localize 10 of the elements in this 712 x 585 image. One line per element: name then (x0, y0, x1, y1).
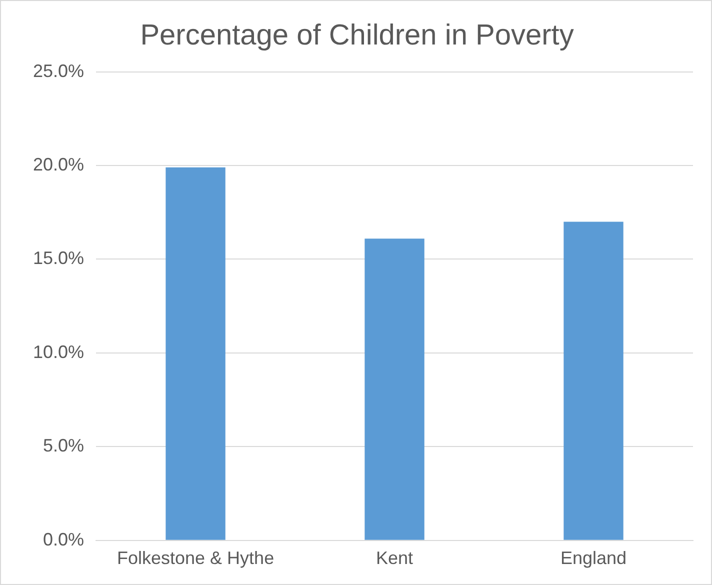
y-tick-label: 20.0% (32, 154, 84, 174)
y-tick-label: 10.0% (32, 342, 84, 362)
x-tick-label: Kent (376, 548, 414, 568)
chart-title: Percentage of Children in Poverty (140, 19, 574, 52)
y-tick-label: 25.0% (32, 60, 84, 81)
x-tick-label: Folkestone & Hythe (116, 548, 274, 568)
x-tick-label: England (560, 548, 627, 568)
y-tick-label: 15.0% (32, 248, 84, 268)
y-tick-label: 0.0% (43, 529, 84, 550)
y-tick-label: 5.0% (43, 436, 84, 456)
